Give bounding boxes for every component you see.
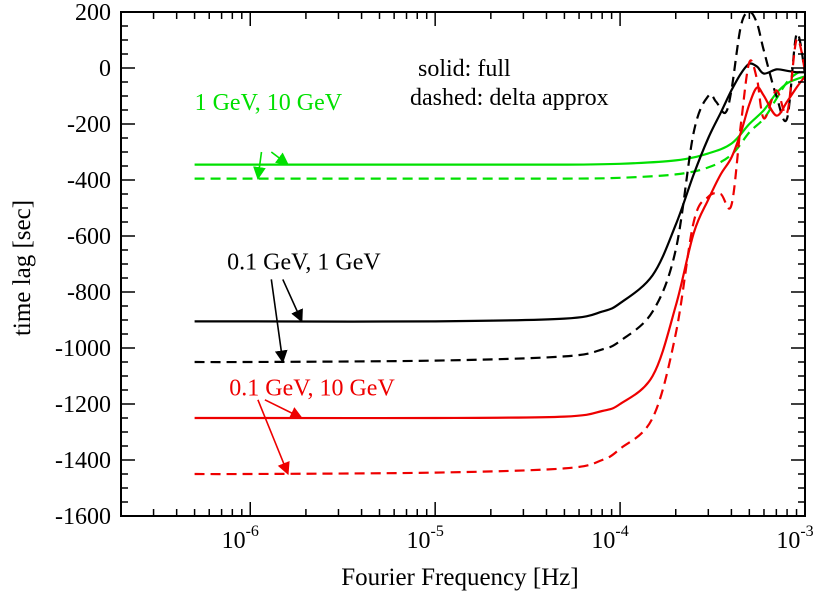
label-arrow-black: [270, 279, 288, 364]
annotation-layer: 1 GeV, 10 GeV 0.1 GeV, 1 GeV 0.1 GeV, 10 G…: [195, 90, 395, 476]
y-tick-label: -1200: [55, 392, 111, 418]
legend-line-solid: solid: full: [418, 56, 511, 82]
x-tick-label: 10-4: [591, 523, 628, 554]
x-tick-label: 10-5: [407, 523, 444, 554]
label-arrow-green: [253, 151, 266, 180]
legend-line-dashed: dashed: delta approx: [410, 85, 609, 111]
y-tick-label: -1000: [55, 336, 111, 362]
y-tick-label: -1400: [55, 448, 111, 474]
series-black-solid: [194, 62, 805, 323]
series-label-black: 0.1 GeV, 1 GeV: [227, 250, 381, 276]
y-tick-label: -600: [67, 224, 111, 250]
label-arrow-green: [270, 151, 290, 166]
line-style-note: solid: full dashed: delta approx: [410, 56, 609, 111]
axis-layer: 200 0 -200 -400 -600 -800 -1000 -1200 -1400 -1600…: [55, 0, 814, 554]
y-tick-label: 0: [99, 56, 111, 82]
label-arrow-red: [264, 399, 303, 419]
y-tick-label: 200: [75, 0, 111, 26]
y-tick-label: -1600: [55, 504, 111, 530]
y-tick-label: -400: [67, 168, 111, 194]
series-red-dashed: [194, 38, 805, 476]
x-axis-title: Fourier Frequency [Hz]: [341, 564, 578, 591]
x-tick-label: 10-6: [222, 523, 259, 554]
series-green-dashed: [194, 69, 805, 180]
series-label-green: 1 GeV, 10 GeV: [195, 90, 343, 116]
label-arrow-red: [257, 399, 290, 476]
y-axis-title: time lag [sec]: [9, 200, 36, 336]
y-tick-label: -200: [67, 112, 111, 138]
label-arrow-black: [282, 279, 303, 323]
y-tick-label: -800: [67, 280, 111, 306]
series-label-red: 0.1 GeV, 10 GeV: [229, 376, 395, 402]
series-black-dashed: [194, 12, 805, 364]
x-tick-label: 10-3: [776, 523, 813, 554]
series-red-solid: [194, 75, 805, 420]
series-layer: [194, 12, 805, 476]
